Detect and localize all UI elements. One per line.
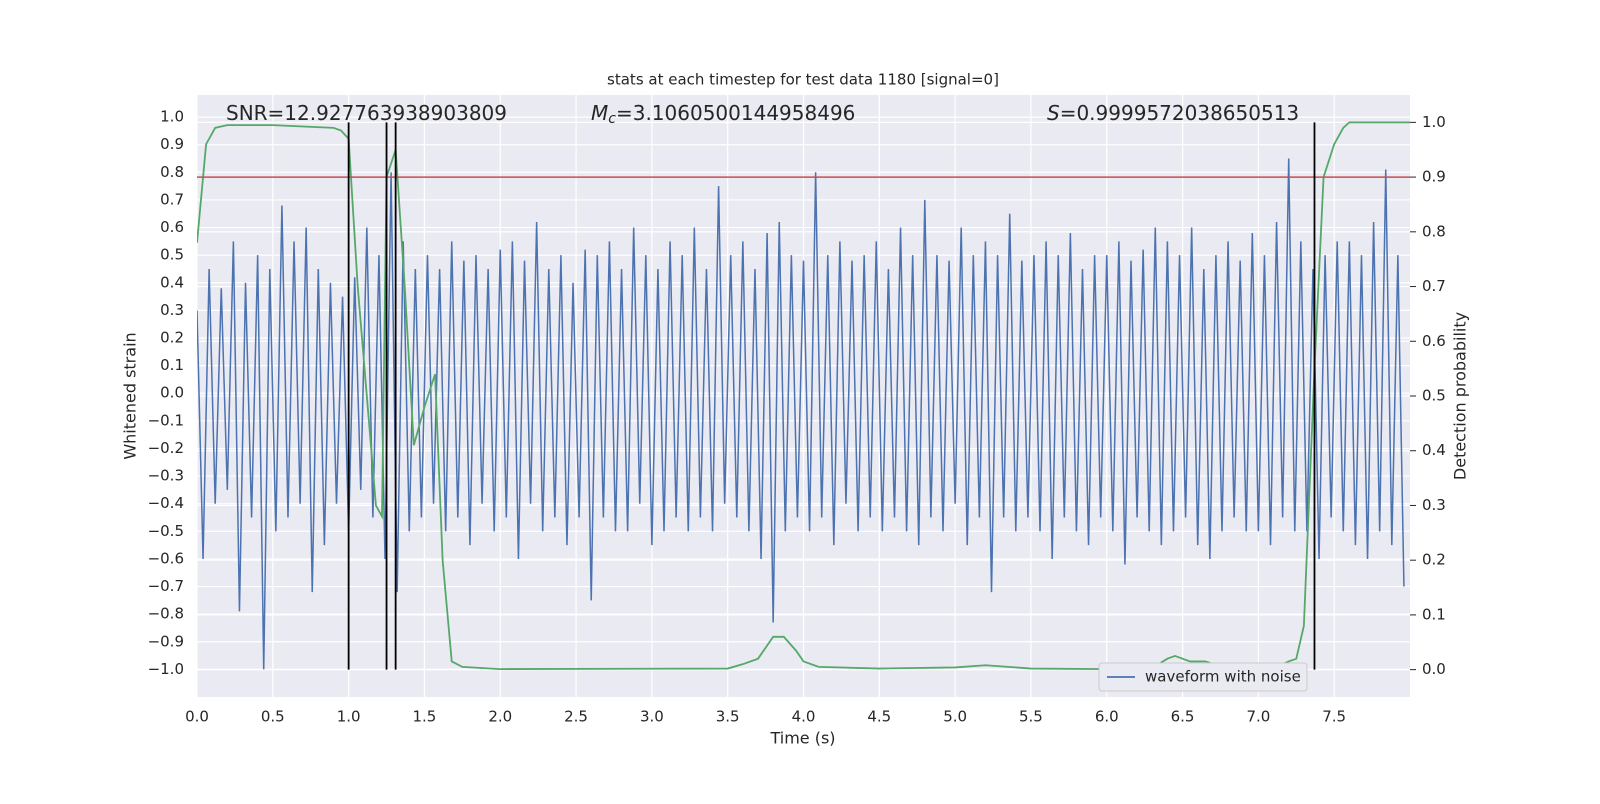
annotation-symbol: M — [591, 101, 608, 125]
y-tick-label: −1.0 — [148, 660, 184, 678]
y-tick-label: 0.8 — [160, 163, 184, 181]
annotation-text: =3.1060500144958496 — [616, 101, 855, 125]
y-tick-label: 0.2 — [160, 329, 184, 347]
series-line — [197, 158, 1405, 670]
y-tick-label: −0.2 — [148, 439, 184, 457]
annotation-text: =0.9999572038650513 — [1060, 101, 1299, 125]
annotation: SNR=12.927763938903809 — [226, 101, 507, 125]
y2-axis-label: Detection probability — [1451, 312, 1470, 480]
y-axis-label: Whitened strain — [121, 332, 140, 459]
x-tick-label: 6.0 — [1095, 708, 1119, 726]
y2-tick-label: 0.7 — [1422, 277, 1446, 295]
x-tick-label: 5.5 — [1019, 708, 1043, 726]
y-tick-label: 0.1 — [160, 356, 184, 374]
y-tick-label: −0.3 — [148, 467, 184, 485]
y2-tick-label: 0.8 — [1422, 222, 1446, 240]
legend-box — [1098, 662, 1308, 692]
x-tick-label: 3.5 — [716, 708, 740, 726]
y-tick-label: −0.8 — [148, 605, 184, 623]
x-tick-label: 7.5 — [1322, 708, 1346, 726]
y-tick-label: −0.7 — [148, 577, 184, 595]
y2-tick-label: 0.5 — [1422, 387, 1446, 405]
y2-tick-label: 0.9 — [1422, 168, 1446, 186]
y-tick-label: 0.4 — [160, 273, 184, 291]
x-tick-label: 6.5 — [1171, 708, 1195, 726]
y-tick-label: −0.5 — [148, 522, 184, 540]
annotation: Mc=3.1060500144958496 — [591, 101, 855, 128]
x-tick-label: 4.5 — [867, 708, 891, 726]
x-tick-label: 7.0 — [1246, 708, 1270, 726]
x-tick-label: 4.0 — [792, 708, 816, 726]
y-tick-label: 0.9 — [160, 135, 184, 153]
y2-tick-label: 1.0 — [1422, 113, 1446, 131]
x-tick-label: 5.0 — [943, 708, 967, 726]
y-tick-label: 0.7 — [160, 190, 184, 208]
x-tick-label: 3.0 — [640, 708, 664, 726]
annotation-symbol: S — [1047, 101, 1060, 125]
legend-label: waveform with noise — [1145, 668, 1301, 686]
y-tick-label: −0.6 — [148, 549, 184, 567]
y-tick-label: 0.6 — [160, 218, 184, 236]
annotation: S=0.9999572038650513 — [1047, 101, 1299, 125]
y-tick-label: 0.0 — [160, 384, 184, 402]
y-tick-label: 1.0 — [160, 108, 184, 126]
y-tick-label: −0.9 — [148, 632, 184, 650]
x-tick-label: 1.0 — [337, 708, 361, 726]
y2-tick-label: 0.1 — [1422, 605, 1446, 623]
x-tick-label: 0.0 — [185, 708, 209, 726]
y-tick-label: 0.5 — [160, 246, 184, 264]
x-axis-label: Time (s) — [769, 729, 835, 748]
annotation-subscript: c — [608, 111, 616, 127]
chart-title: stats at each timestep for test data 118… — [607, 71, 999, 89]
y-tick-label: −0.4 — [148, 494, 184, 512]
y2-tick-label: 0.4 — [1422, 441, 1446, 459]
annotation-text: SNR=12.927763938903809 — [226, 101, 507, 125]
x-tick-label: 1.5 — [413, 708, 437, 726]
x-tick-label: 2.5 — [564, 708, 588, 726]
x-tick-label: 0.5 — [261, 708, 285, 726]
y-tick-label: 0.3 — [160, 301, 184, 319]
x-tick-label: 2.0 — [488, 708, 512, 726]
y-tick-label: −0.1 — [148, 411, 184, 429]
y2-tick-label: 0.2 — [1422, 551, 1446, 569]
y2-tick-label: 0.3 — [1422, 496, 1446, 514]
y2-tick-label: 0.6 — [1422, 332, 1446, 350]
y2-tick-label: 0.0 — [1422, 660, 1446, 678]
